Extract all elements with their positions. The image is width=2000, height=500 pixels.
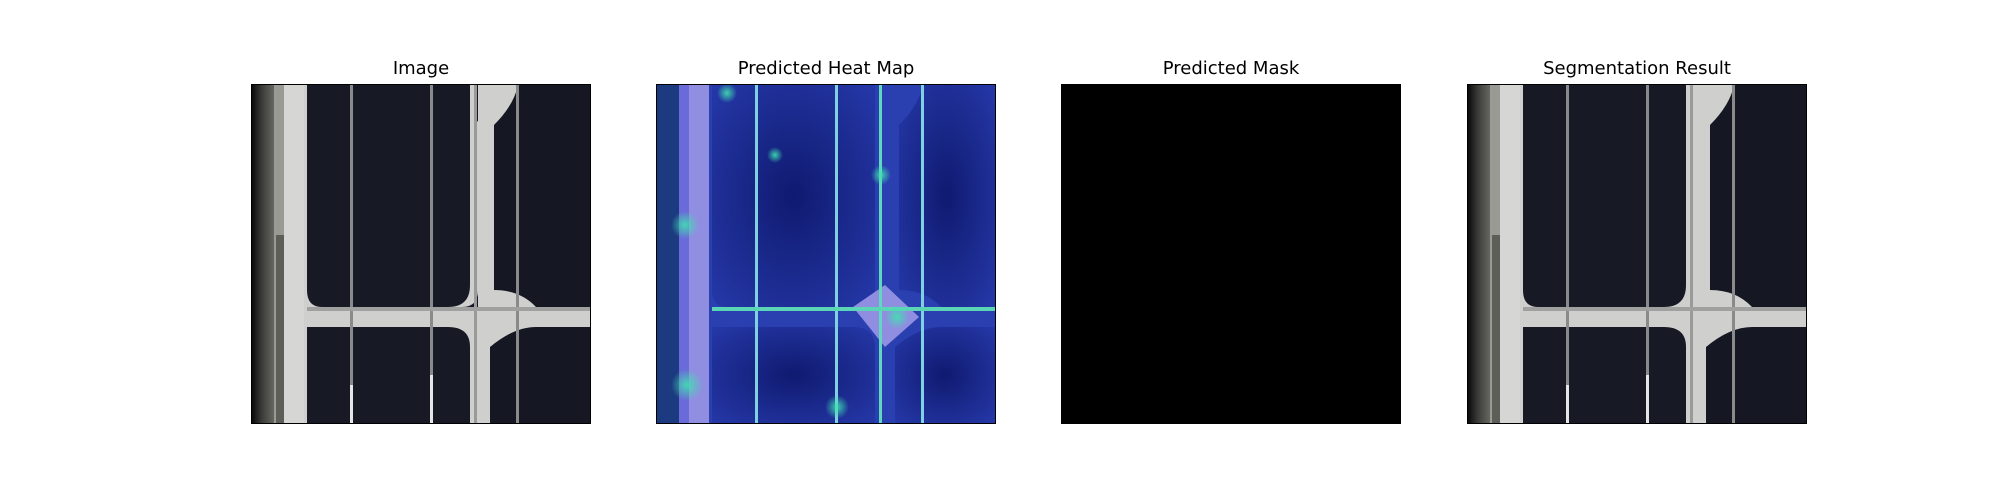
panel-image: Image [251, 0, 591, 500]
solar-cell-image [252, 85, 590, 423]
panel-title-segmentation: Segmentation Result [1543, 58, 1731, 79]
panel-title-heatmap: Predicted Heat Map [737, 58, 915, 79]
segmentation-frame [1467, 84, 1807, 424]
heat-map-image [657, 85, 995, 423]
panel-mask: Predicted Mask [1061, 0, 1401, 500]
panel-title-mask: Predicted Mask [1162, 58, 1300, 79]
segmentation-result-image [1468, 85, 1806, 423]
panel-segmentation: Segmentation Result [1467, 0, 1807, 500]
panel-title-image: Image [392, 58, 450, 79]
predicted-mask-image [1062, 85, 1400, 423]
heatmap-frame [656, 84, 996, 424]
image-frame [251, 84, 591, 424]
mask-frame [1061, 84, 1401, 424]
panel-heatmap: Predicted Heat Map [656, 0, 996, 500]
